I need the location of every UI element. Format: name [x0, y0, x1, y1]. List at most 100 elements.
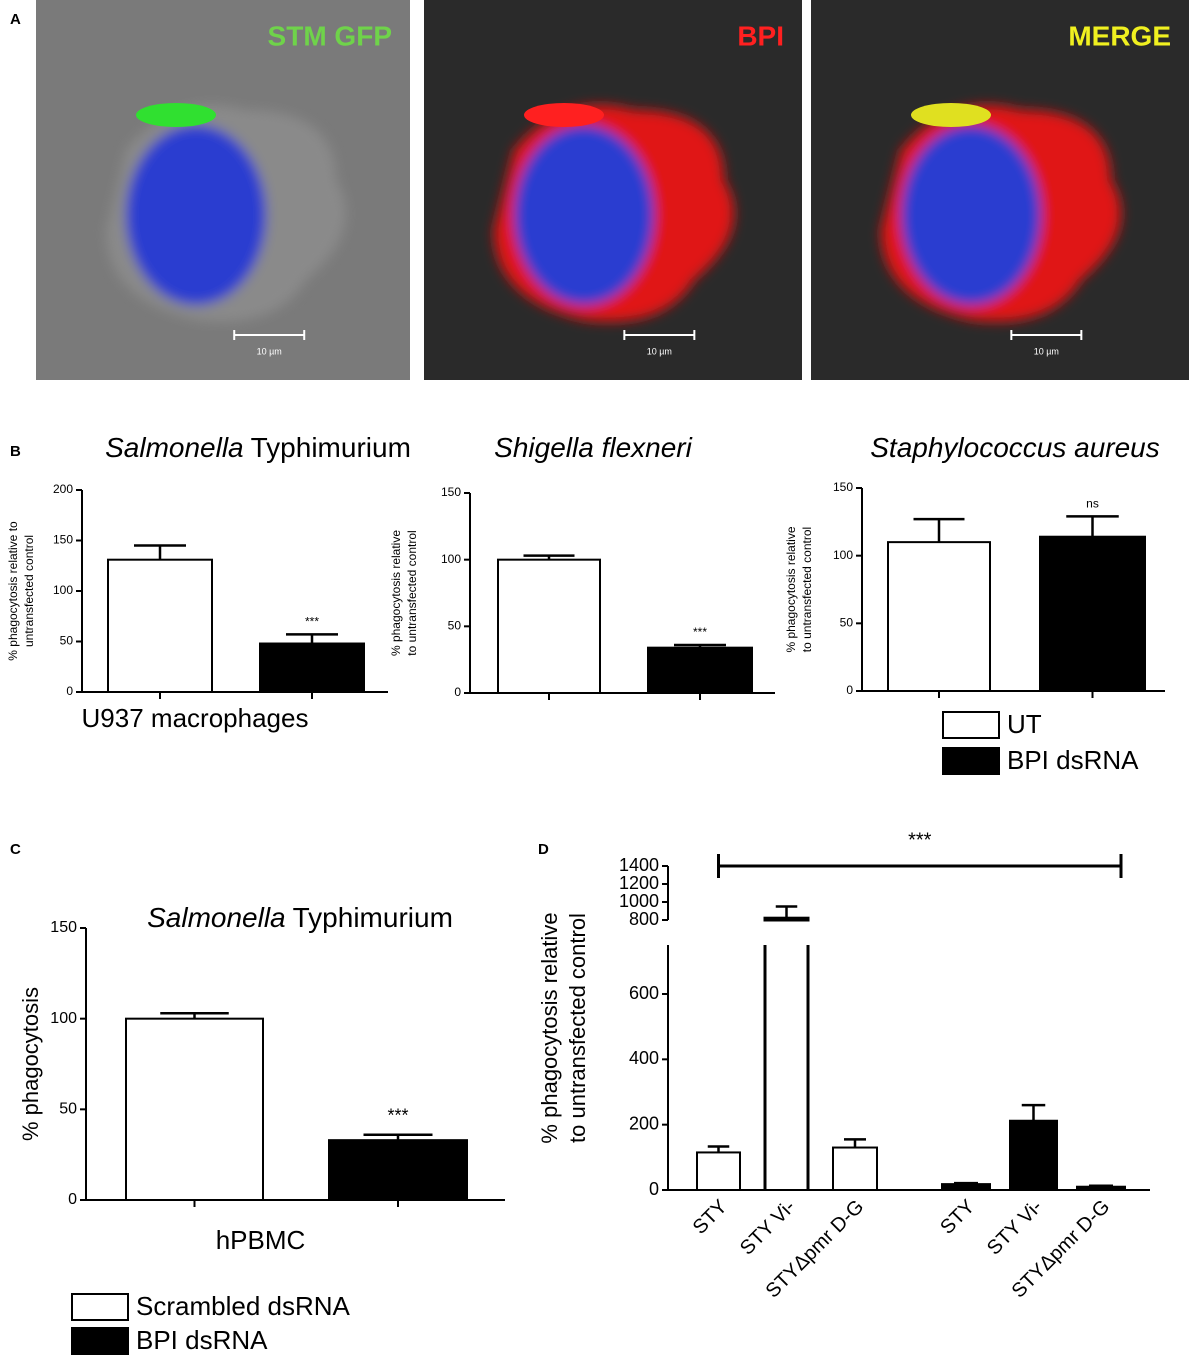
- significance: ***: [305, 615, 319, 629]
- x-axis-label: hPBMC: [216, 1225, 306, 1255]
- y-axis-label: % phagocytosis relative: [537, 912, 562, 1143]
- y-tick-label: 0: [68, 1191, 77, 1208]
- scale-bar: [233, 330, 306, 340]
- bar: [647, 646, 753, 695]
- nucleus: [126, 125, 266, 305]
- y-axis-label: to untransfected control: [565, 913, 590, 1143]
- y-tick-label: 150: [50, 919, 77, 936]
- error-bar: [775, 905, 798, 919]
- error-bar: [286, 633, 338, 644]
- scale-label: 10 µm: [257, 346, 282, 356]
- y-tick-label: 100: [53, 583, 73, 597]
- image-label: STM GFP: [268, 20, 392, 51]
- scale-bar: [623, 330, 696, 340]
- y-tick-label: 800: [629, 909, 659, 929]
- y-axis-label: % phagocytosis relative to: [6, 521, 20, 661]
- chart-title: Salmonella Typhimurium: [105, 432, 411, 463]
- bar: [696, 1151, 741, 1192]
- bar: [259, 642, 365, 694]
- title-part: Staphylococcus aureus: [870, 432, 1160, 463]
- image-label: MERGE: [1068, 20, 1171, 51]
- error-bar: [913, 517, 965, 543]
- error-bar: [674, 643, 726, 648]
- error-bar: [1089, 1184, 1113, 1187]
- y-tick-label: 50: [840, 616, 854, 630]
- error-bar: [844, 1138, 866, 1148]
- bar: [107, 558, 213, 693]
- bacteria: [524, 103, 604, 127]
- y-tick-label: 1000: [619, 891, 659, 911]
- cell: [106, 105, 346, 322]
- y-tick-label: 0: [846, 683, 853, 697]
- significance: ***: [387, 1105, 408, 1125]
- y-tick-label: 150: [441, 485, 461, 499]
- title-part: Salmonella: [105, 432, 244, 463]
- bar: [941, 1183, 991, 1191]
- legend-swatch: [71, 1327, 129, 1355]
- y-tick-label: 0: [649, 1179, 659, 1199]
- bar: [125, 1017, 264, 1202]
- y-axis-label: to untransfected control: [800, 527, 814, 652]
- significance: ***: [693, 625, 707, 639]
- legend-label: UT: [1007, 709, 1042, 739]
- error-bar: [134, 544, 186, 560]
- y-tick-label: 200: [53, 482, 73, 496]
- error-bar: [954, 1181, 978, 1185]
- panel-label: D: [538, 841, 549, 858]
- y-axis-label: to untransfected control: [405, 530, 419, 655]
- significance: ***: [908, 829, 932, 851]
- bar: [1076, 1185, 1126, 1191]
- error-bar: [1066, 515, 1119, 537]
- y-axis-label: % phagocytosis relative: [389, 530, 403, 656]
- x-axis-label: U937 macrophages: [82, 703, 309, 733]
- error-bar: [160, 1011, 229, 1019]
- x-tick-label: STY: [689, 1196, 732, 1239]
- nucleus: [901, 125, 1041, 305]
- bar: [1039, 535, 1146, 692]
- y-tick-label: 50: [60, 634, 74, 648]
- legend-label: BPI dsRNA: [1007, 745, 1139, 775]
- y-tick-label: 1200: [619, 873, 659, 893]
- chart-title: Salmonella Typhimurium: [147, 902, 453, 933]
- y-tick-label: 0: [454, 685, 461, 699]
- bacteria: [911, 103, 991, 127]
- legend-swatch: [942, 747, 1000, 775]
- bar: [832, 1146, 878, 1191]
- cell: [881, 105, 1121, 322]
- error-bar: [363, 1133, 433, 1141]
- bar: [763, 916, 810, 922]
- legend-label: BPI dsRNA: [136, 1325, 268, 1355]
- error-bar: [1021, 1103, 1046, 1121]
- title-part: Salmonella: [147, 902, 286, 933]
- x-tick-label: STY Vi-: [983, 1196, 1047, 1260]
- title-part: Typhimurium: [251, 432, 411, 463]
- x-tick-label: STY Vi-: [736, 1196, 800, 1260]
- y-tick-label: 150: [833, 480, 853, 494]
- error-bar: [707, 1145, 730, 1153]
- x-tick-label: STY: [936, 1196, 979, 1239]
- bar: [763, 945, 810, 1190]
- panel-label: B: [10, 443, 21, 460]
- y-tick-label: 100: [441, 552, 461, 566]
- bracket: [717, 854, 1123, 878]
- y-axis-label: % phagocytosis relative: [784, 526, 798, 652]
- bar: [497, 558, 601, 695]
- bar: [328, 1139, 468, 1202]
- y-tick-label: 0: [66, 684, 73, 698]
- y-tick-label: 1400: [619, 855, 659, 875]
- y-tick-label: 200: [629, 1113, 659, 1133]
- scale-label: 10 µm: [1034, 346, 1059, 356]
- bacteria: [136, 103, 216, 127]
- y-axis-label: % phagocytosis: [18, 987, 43, 1141]
- y-axis-label: untransfected control: [22, 535, 36, 647]
- title-part: Shigella flexneri: [494, 432, 692, 463]
- y-tick-label: 50: [448, 619, 462, 633]
- legend-swatch: [71, 1293, 129, 1321]
- chart-title: Shigella flexneri: [494, 432, 692, 463]
- scale-bar: [1010, 330, 1083, 340]
- bar: [1009, 1119, 1058, 1192]
- nucleus: [514, 125, 654, 305]
- y-tick-label: 400: [629, 1048, 659, 1068]
- title-part: Typhimurium: [293, 902, 453, 933]
